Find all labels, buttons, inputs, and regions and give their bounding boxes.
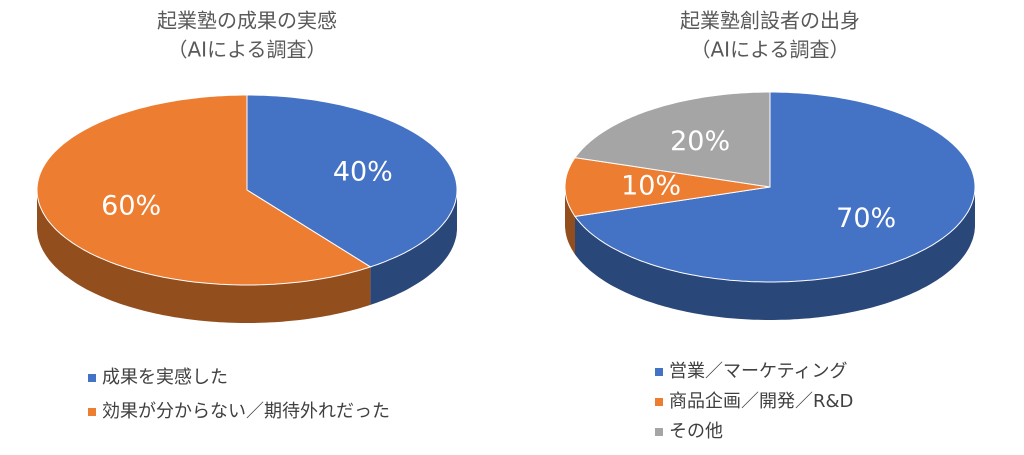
- legend-label: 営業／マーケティング: [669, 361, 848, 382]
- data-label: 60%: [101, 191, 161, 222]
- data-label: 40%: [333, 156, 393, 187]
- slice: [574, 91, 976, 283]
- legend-swatch: [655, 428, 663, 436]
- legend-swatch: [655, 368, 663, 376]
- slice: [36, 94, 372, 286]
- data-label: 70%: [836, 203, 896, 234]
- slice-side: [565, 187, 575, 255]
- legend-swatch: [88, 408, 96, 416]
- data-label: 10%: [621, 171, 681, 202]
- legend-label: 商品企画／開発／R&D: [669, 391, 853, 412]
- legend-label: 効果が分からない／期待外れだった: [102, 401, 390, 422]
- chart-subtitle: （AIによる調査）: [691, 38, 850, 62]
- legend-label: 成果を実感した: [102, 367, 228, 388]
- legend-swatch: [655, 398, 663, 406]
- slice: [574, 91, 771, 188]
- chart-subtitle: （AIによる調査）: [168, 38, 327, 62]
- legend-label: その他: [669, 421, 723, 442]
- slice: [246, 94, 458, 268]
- data-label: 20%: [670, 126, 730, 157]
- slice: [564, 157, 771, 217]
- legend-swatch: [88, 374, 96, 382]
- slice-side: [575, 187, 975, 320]
- chart-title: 起業塾創設者の出身: [680, 9, 860, 33]
- slice-side: [37, 190, 371, 323]
- slice-side: [370, 190, 457, 305]
- chart-title: 起業塾の成果の実感: [157, 9, 337, 33]
